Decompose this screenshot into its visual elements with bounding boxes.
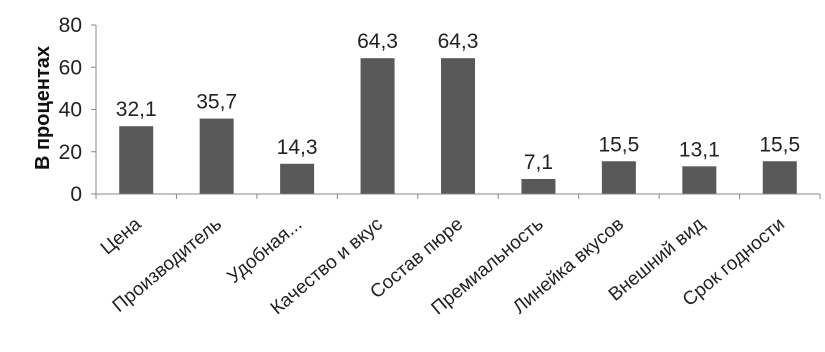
data-label-1: 32,1 (116, 98, 157, 121)
bars (119, 58, 797, 195)
bar-7 (601, 161, 636, 194)
data-label-3: 14,3 (277, 136, 318, 159)
bar-8 (682, 166, 717, 194)
bar-9 (762, 161, 797, 194)
y-axis-ticks: 0 20 40 60 80 (59, 14, 96, 206)
bar-2 (199, 118, 234, 194)
y-tick-label-20: 20 (59, 141, 82, 164)
data-label-6: 7,1 (524, 151, 553, 174)
data-label-7: 15,5 (598, 133, 639, 156)
bar-1 (119, 126, 154, 194)
bar-3 (280, 163, 315, 194)
y-axis-title: В процентах (32, 46, 54, 170)
bar-4 (360, 58, 395, 195)
data-labels: 32,1 35,7 14,3 64,3 64,3 7,1 15,5 13,1 15,5 (116, 30, 800, 174)
y-tick-label-0: 0 (70, 183, 82, 206)
category-label-1: Цена (97, 213, 146, 259)
category-label-3: Удобная... (224, 214, 307, 288)
data-label-8: 13,1 (679, 138, 720, 161)
y-tick-label-40: 40 (59, 99, 82, 122)
data-label-5: 64,3 (438, 30, 479, 53)
bar-6 (521, 179, 556, 194)
data-label-4: 64,3 (357, 30, 398, 53)
y-tick-label-80: 80 (59, 14, 82, 37)
axes (95, 25, 821, 199)
y-tick-label-60: 60 (59, 56, 82, 79)
data-label-9: 15,5 (759, 133, 800, 156)
data-label-2: 35,7 (196, 91, 237, 114)
bar-5 (441, 58, 475, 195)
